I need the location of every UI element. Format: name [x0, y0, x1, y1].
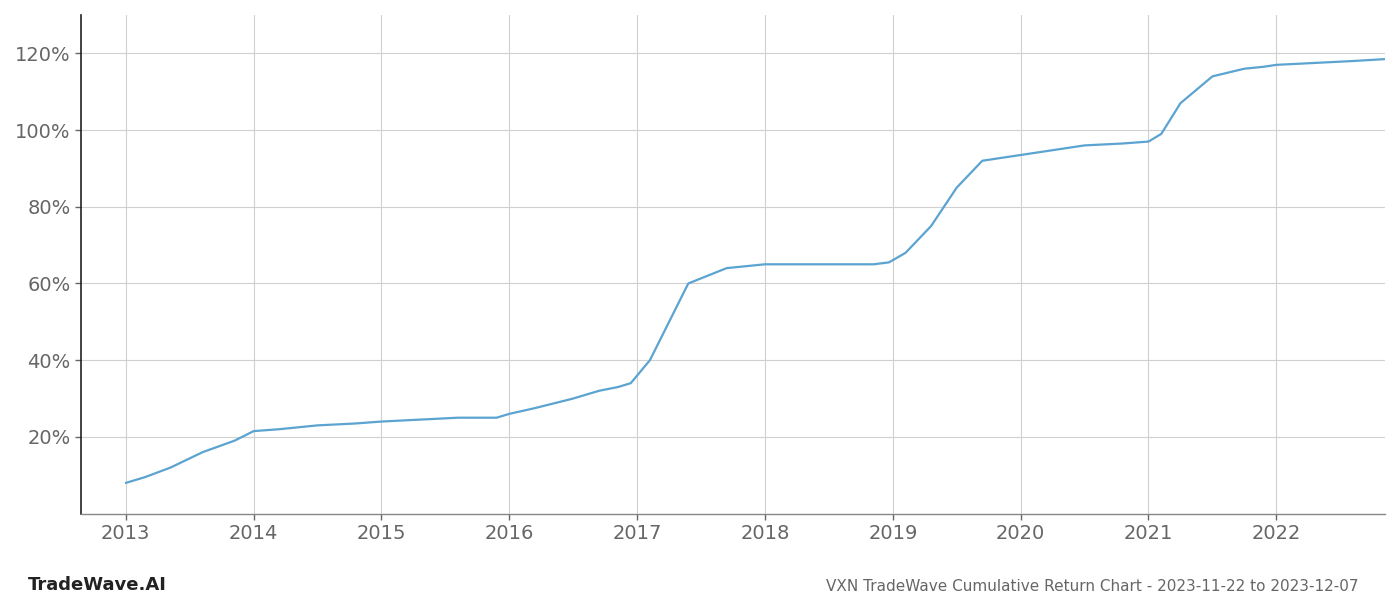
- Text: VXN TradeWave Cumulative Return Chart - 2023-11-22 to 2023-12-07: VXN TradeWave Cumulative Return Chart - …: [826, 579, 1358, 594]
- Text: TradeWave.AI: TradeWave.AI: [28, 576, 167, 594]
